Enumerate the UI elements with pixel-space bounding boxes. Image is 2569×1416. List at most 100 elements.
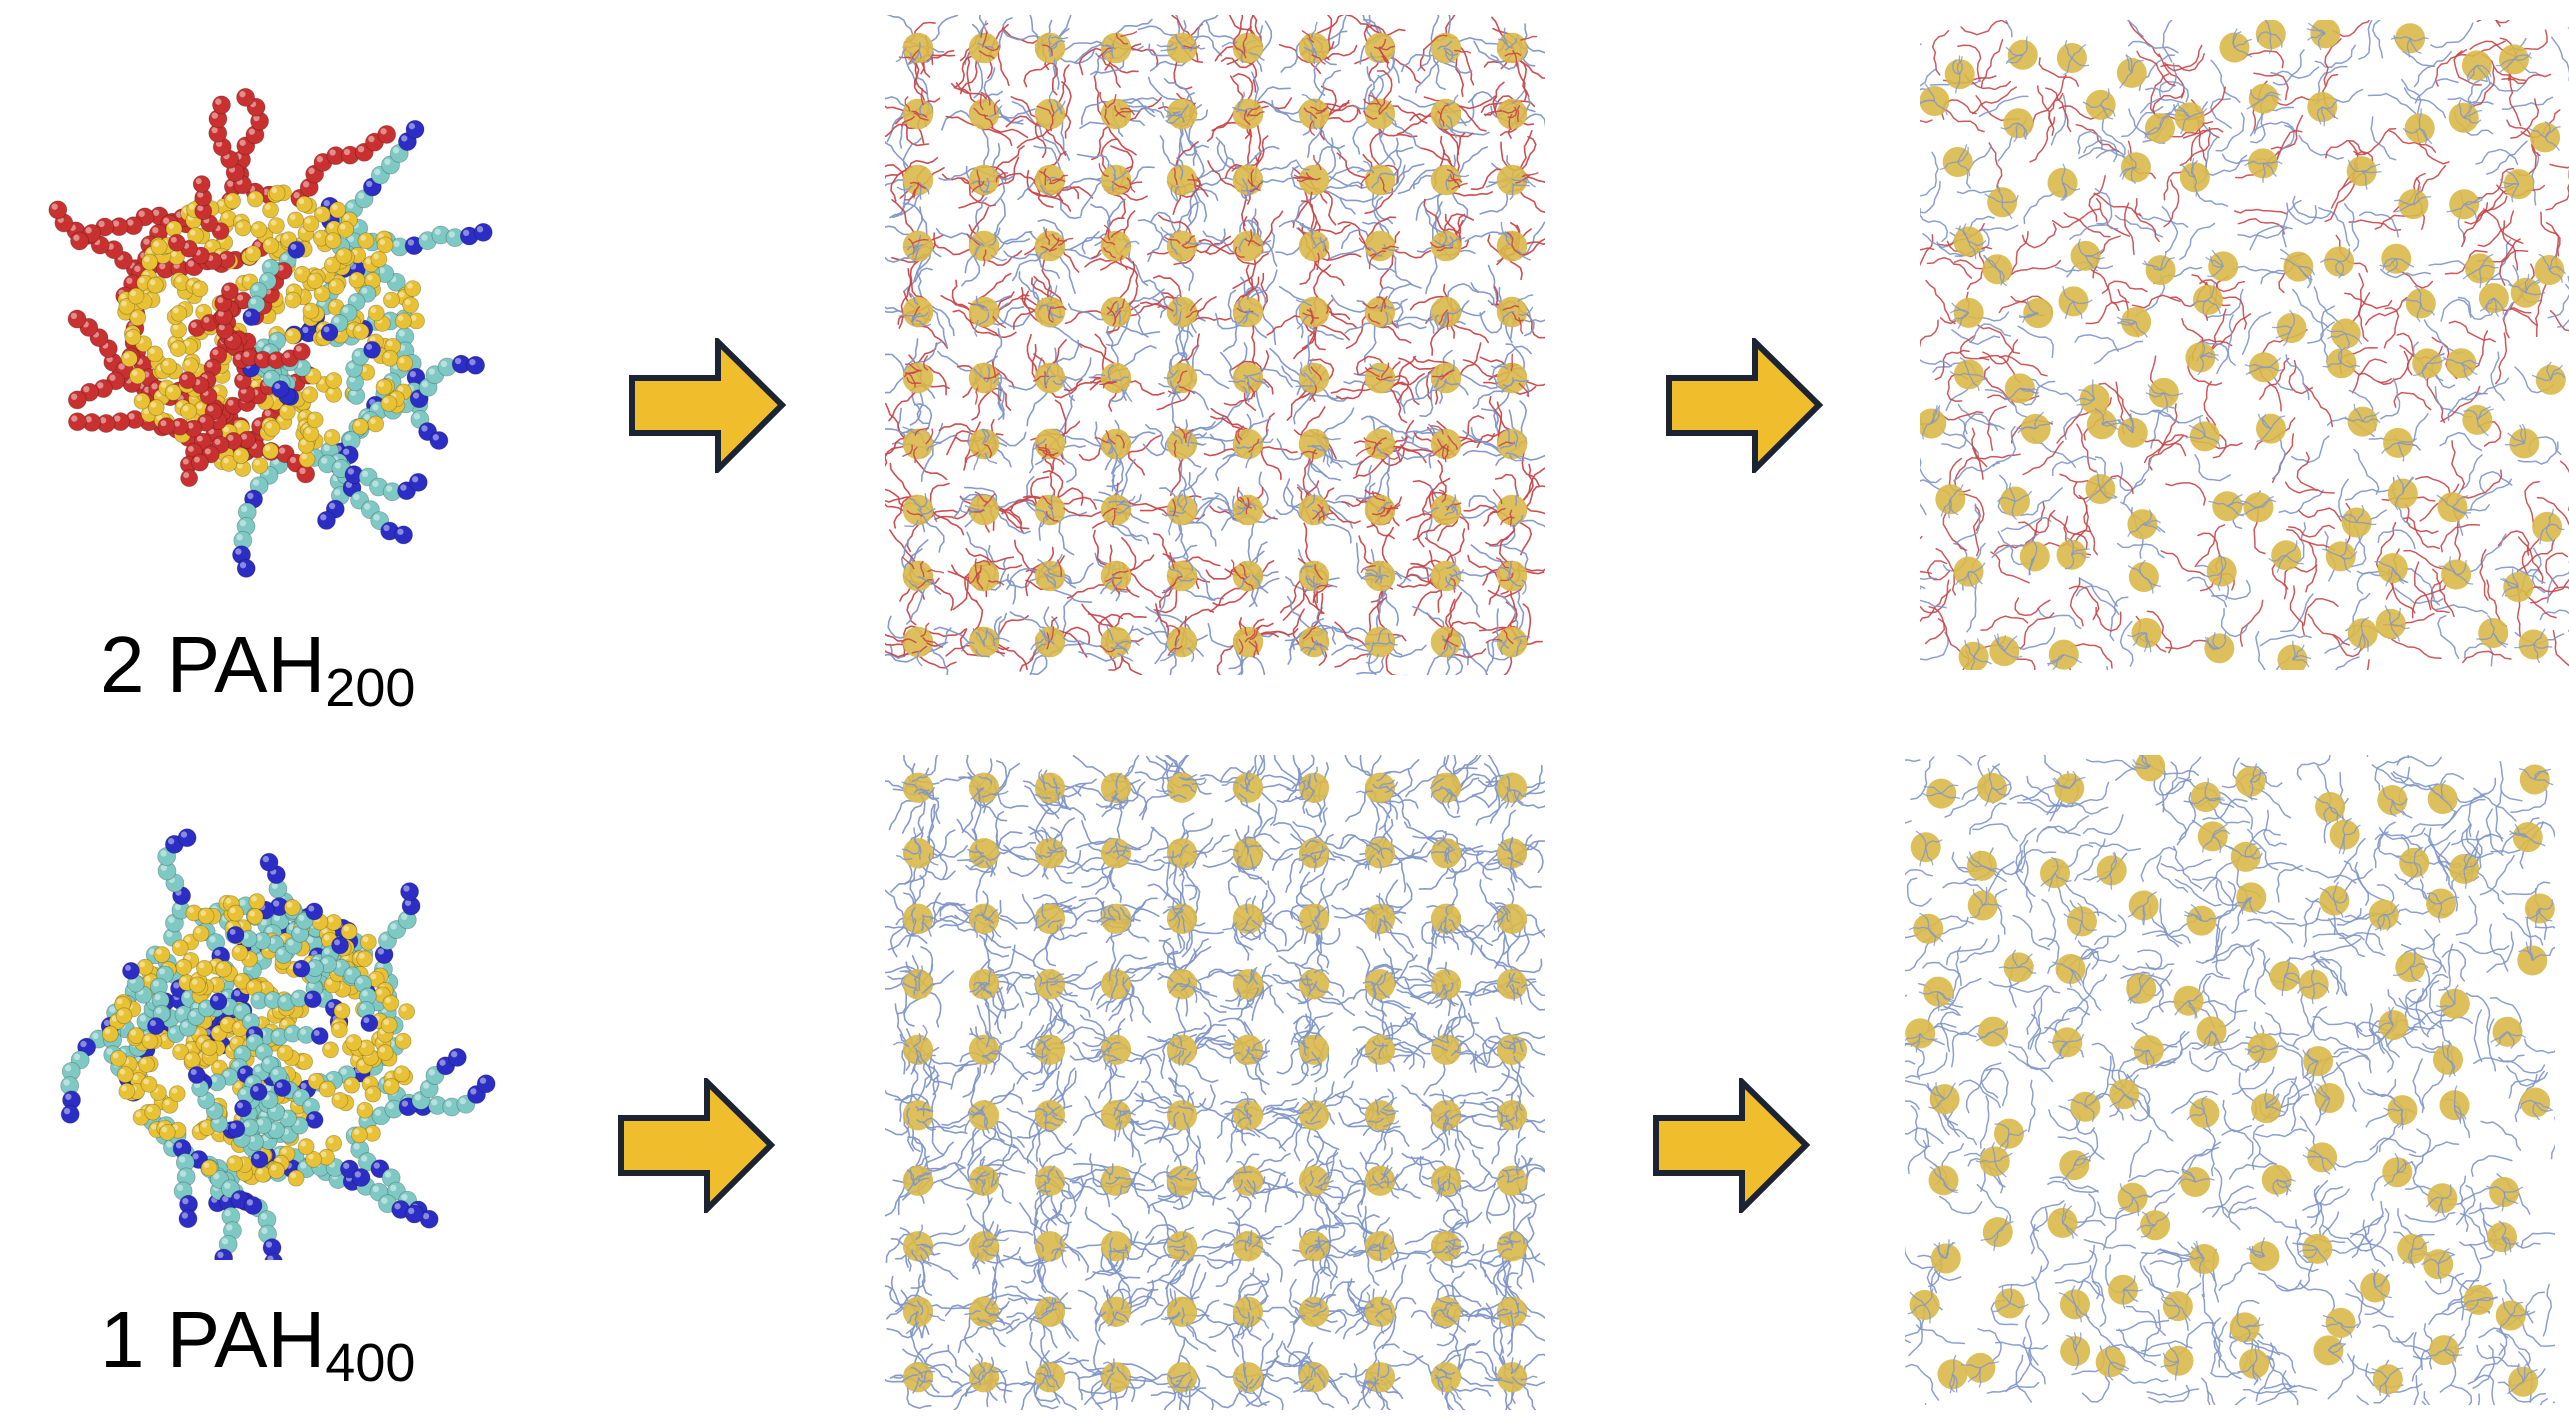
lattice-particle xyxy=(1331,879,1415,961)
dispersed-particle xyxy=(2381,427,2418,462)
dispersed-particle xyxy=(2390,23,2429,58)
lattice-particle xyxy=(936,327,1015,421)
lattice-particle xyxy=(1201,471,1278,564)
lattice-particle xyxy=(885,875,966,958)
dispersed-particle xyxy=(1992,1283,2029,1319)
lattice-particle xyxy=(941,1066,1025,1166)
pah400-molecule-render xyxy=(60,828,496,1260)
lattice-particle xyxy=(1009,597,1091,675)
dispersed-particle xyxy=(2297,1233,2333,1266)
lattice-particle xyxy=(1006,948,1102,1038)
dispersed-particle xyxy=(2379,243,2415,274)
lattice-particle xyxy=(1284,592,1354,666)
dispersed-particle xyxy=(1997,482,2033,521)
lattice-particle xyxy=(1063,325,1165,412)
lattice-particle xyxy=(1470,130,1545,215)
dispersed-particle xyxy=(2508,273,2546,308)
dispersed-particle xyxy=(2517,941,2551,976)
lattice-particle xyxy=(1279,522,1340,621)
lattice-particle xyxy=(1273,755,1330,823)
lattice-particle xyxy=(1463,463,1545,556)
dispersed-particle xyxy=(2233,882,2267,915)
lattice-particle xyxy=(1206,71,1293,170)
lattice-particle xyxy=(1393,414,1496,469)
lattice-particle xyxy=(1334,1088,1410,1166)
dispersed-particle xyxy=(1928,1082,1960,1115)
dispersed-particle xyxy=(2534,251,2567,286)
dispersed-particle xyxy=(2397,1233,2430,1269)
dispersed-particle xyxy=(2476,614,2509,649)
lattice-particle xyxy=(1128,1337,1215,1410)
dispersed-particle xyxy=(1984,183,2019,220)
dispersed-particle xyxy=(2307,91,2339,127)
lattice-particle xyxy=(1029,394,1086,498)
lattice-particle xyxy=(1402,1332,1494,1410)
dispersed-particle xyxy=(2246,83,2282,114)
dispersed-particle xyxy=(2326,318,2363,352)
dispersed-particle xyxy=(1998,949,2037,983)
right-arrow-icon xyxy=(1666,338,1824,473)
dispersed-particle xyxy=(2127,509,2161,540)
right-arrow-icon xyxy=(1653,1078,1811,1213)
dispersed-particle xyxy=(1993,1118,2028,1153)
lattice-particle xyxy=(938,143,1025,209)
dispersed-particle xyxy=(2185,417,2221,452)
dispersed-particle xyxy=(2184,903,2221,936)
lattice-particle xyxy=(1330,1147,1425,1218)
dispersed-particle xyxy=(1960,1352,2000,1388)
pah400-initial-lattice xyxy=(885,755,1545,1410)
lattice-particle xyxy=(1214,264,1278,352)
lattice-particle xyxy=(1462,343,1545,429)
dispersed-particle xyxy=(2393,948,2429,983)
dispersed-particle xyxy=(2108,1079,2142,1110)
dispersed-particle xyxy=(2160,1291,2193,1322)
lattice-particle xyxy=(1401,1138,1497,1228)
lattice-particle xyxy=(1393,282,1490,356)
lattice-particle xyxy=(1329,1205,1431,1286)
lattice-particle xyxy=(1275,191,1362,287)
lattice-particle xyxy=(1473,1016,1545,1098)
dispersed-particle xyxy=(2321,1307,2359,1339)
lattice-particle xyxy=(885,462,965,553)
dispersed-particle xyxy=(2145,377,2184,413)
pah200-molecule-render xyxy=(48,87,493,578)
lattice-particle xyxy=(1471,879,1545,969)
dispersed-particle xyxy=(2297,965,2330,1005)
lattice-particle xyxy=(1065,419,1162,492)
lattice-particle xyxy=(1405,755,1493,819)
lattice-particle xyxy=(1262,934,1356,1030)
lattice-particle xyxy=(1206,1326,1299,1410)
dispersed-particle xyxy=(2117,413,2148,448)
lattice-particle xyxy=(1339,1343,1424,1410)
dispersed-particle xyxy=(2442,348,2480,381)
pah400-equilibrated-system xyxy=(1905,755,2555,1405)
dispersed-particle xyxy=(2329,817,2361,855)
lattice-particle xyxy=(933,599,1029,671)
lattice-particle xyxy=(997,145,1094,220)
lattice-particle xyxy=(885,1065,968,1156)
dispersed-particle xyxy=(2185,339,2220,376)
dispersed-particle xyxy=(2142,251,2176,286)
lattice-particle xyxy=(1202,802,1293,885)
dispersed-particle xyxy=(2374,553,2408,587)
dispersed-particle xyxy=(2160,1343,2194,1381)
dispersed-particle xyxy=(2018,298,2054,329)
dispersed-particle xyxy=(1966,850,2002,881)
dispersed-particle xyxy=(2383,1095,2418,1130)
dispersed-particle xyxy=(1989,633,2023,667)
lattice-particle xyxy=(933,197,1033,287)
lattice-particle xyxy=(1457,529,1545,631)
lattice-particle xyxy=(1156,325,1230,411)
lattice-particle xyxy=(885,1329,963,1410)
lattice-particle xyxy=(1013,271,1083,349)
pah400-label: 1 PAH400 xyxy=(100,1300,415,1391)
dispersed-particle xyxy=(2395,846,2430,881)
dispersed-particle xyxy=(2313,1335,2347,1366)
lattice-particle xyxy=(1271,807,1357,893)
dispersed-particle xyxy=(1928,1163,1959,1196)
lattice-particle xyxy=(950,998,1029,1098)
lattice-particle xyxy=(1396,94,1497,156)
lattice-particle xyxy=(885,63,941,149)
dispersed-particle xyxy=(2394,186,2432,220)
lattice-particle xyxy=(939,755,1029,834)
